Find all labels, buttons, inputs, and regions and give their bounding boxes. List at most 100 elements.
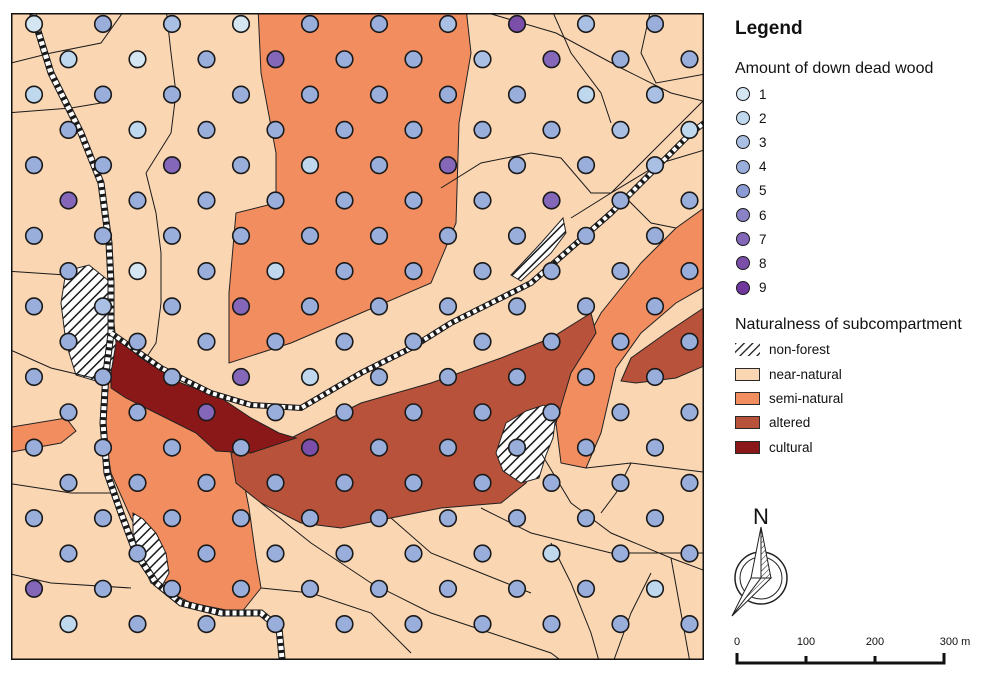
naturalness-legend-title: Naturalness of subcompartment <box>735 315 962 333</box>
sample-point <box>507 438 527 457</box>
altered-east-strip <box>620 307 704 384</box>
sample-point <box>231 297 251 316</box>
sample-point <box>438 156 458 175</box>
cultural-patch <box>110 331 298 454</box>
dead-wood-class-6: 6 <box>735 203 1008 227</box>
sample-point <box>507 509 527 528</box>
sample-point <box>438 226 458 245</box>
sample-point <box>231 438 251 457</box>
sample-point <box>680 332 699 351</box>
sample-point <box>645 156 665 175</box>
sample-point <box>576 297 596 316</box>
sample-point <box>542 332 561 351</box>
dead-wood-swatch <box>736 232 750 247</box>
sample-points-layer <box>24 14 699 634</box>
sample-point <box>59 262 78 281</box>
dead-wood-class-label: 5 <box>759 183 767 199</box>
sample-point <box>542 403 561 422</box>
sample-point <box>128 262 147 281</box>
sample-point <box>507 156 527 175</box>
sample-point <box>128 50 147 69</box>
sample-point <box>266 262 285 281</box>
sample-point <box>93 579 113 598</box>
sample-point <box>128 403 147 422</box>
sample-point <box>680 262 699 281</box>
legend-panel: Legend Amount of down dead wood 1 2 3 4 5 6 7 8… <box>735 18 1008 459</box>
sample-point <box>300 367 320 387</box>
dead-wood-swatch <box>736 87 750 102</box>
sample-point <box>335 544 354 563</box>
sample-point <box>611 120 630 139</box>
sample-point <box>162 297 182 316</box>
sample-point <box>542 473 561 493</box>
dead-wood-class-1: 1 <box>735 82 1008 106</box>
dead-wood-swatch <box>736 183 750 198</box>
sample-point <box>93 367 113 387</box>
sample-point <box>300 226 320 245</box>
sample-point <box>438 85 458 104</box>
naturalness-class-near-natural: near-natural <box>735 362 1008 386</box>
sample-point <box>335 473 354 493</box>
sample-point <box>542 262 561 281</box>
map-border <box>11 13 704 660</box>
dead-wood-legend-title: Amount of down dead wood <box>735 60 934 77</box>
sample-point <box>473 332 492 351</box>
sample-point <box>473 614 492 634</box>
sample-point <box>197 544 216 563</box>
scale-tick-300: 300 m <box>940 636 971 648</box>
sample-point <box>576 367 596 387</box>
sample-point <box>404 50 423 69</box>
legend-title: Legend <box>735 18 803 39</box>
sample-point <box>611 614 630 634</box>
dead-wood-class-label: 2 <box>759 110 767 126</box>
sample-point <box>162 509 182 528</box>
sample-point <box>473 50 492 69</box>
sample-point <box>24 509 44 528</box>
sample-point <box>266 120 285 139</box>
sample-point <box>197 473 216 493</box>
sample-point <box>24 367 44 387</box>
dead-wood-swatch <box>736 208 750 223</box>
naturalness-swatch <box>735 440 760 454</box>
sample-point <box>507 226 527 245</box>
sample-point <box>335 191 354 210</box>
dead-wood-class-2: 2 <box>735 106 1008 130</box>
sample-point <box>576 85 596 104</box>
sample-point <box>611 332 630 351</box>
dead-wood-swatch <box>736 111 750 126</box>
sample-point <box>645 226 665 245</box>
sample-point <box>300 14 320 34</box>
dead-wood-class-4: 4 <box>735 155 1008 179</box>
sample-point <box>300 85 320 104</box>
sample-point <box>59 403 78 422</box>
sample-point <box>231 226 251 245</box>
sample-point <box>59 614 78 634</box>
sample-point <box>611 191 630 210</box>
dead-wood-swatch <box>736 159 750 174</box>
sample-point <box>645 14 665 34</box>
sample-point <box>128 544 147 563</box>
naturalness-class-semi-natural: semi-natural <box>735 386 1008 410</box>
map-frame <box>11 13 704 660</box>
sample-point <box>162 579 182 598</box>
sample-point <box>162 226 182 245</box>
sample-point <box>611 403 630 422</box>
sample-point <box>266 403 285 422</box>
sample-point <box>369 297 389 316</box>
sample-point <box>404 191 423 210</box>
naturalness-swatch <box>735 343 760 357</box>
sample-point <box>611 544 630 563</box>
sample-point <box>611 473 630 493</box>
sample-point <box>128 473 147 493</box>
dead-wood-class-label: 9 <box>759 280 767 296</box>
sample-point <box>369 226 389 245</box>
sample-point <box>438 297 458 316</box>
sample-point <box>473 403 492 422</box>
sample-point <box>24 85 44 104</box>
sample-point <box>300 438 320 457</box>
sample-point <box>335 332 354 351</box>
sample-point <box>266 50 285 69</box>
sample-point <box>197 191 216 210</box>
sample-point <box>473 473 492 493</box>
sample-point <box>438 367 458 387</box>
